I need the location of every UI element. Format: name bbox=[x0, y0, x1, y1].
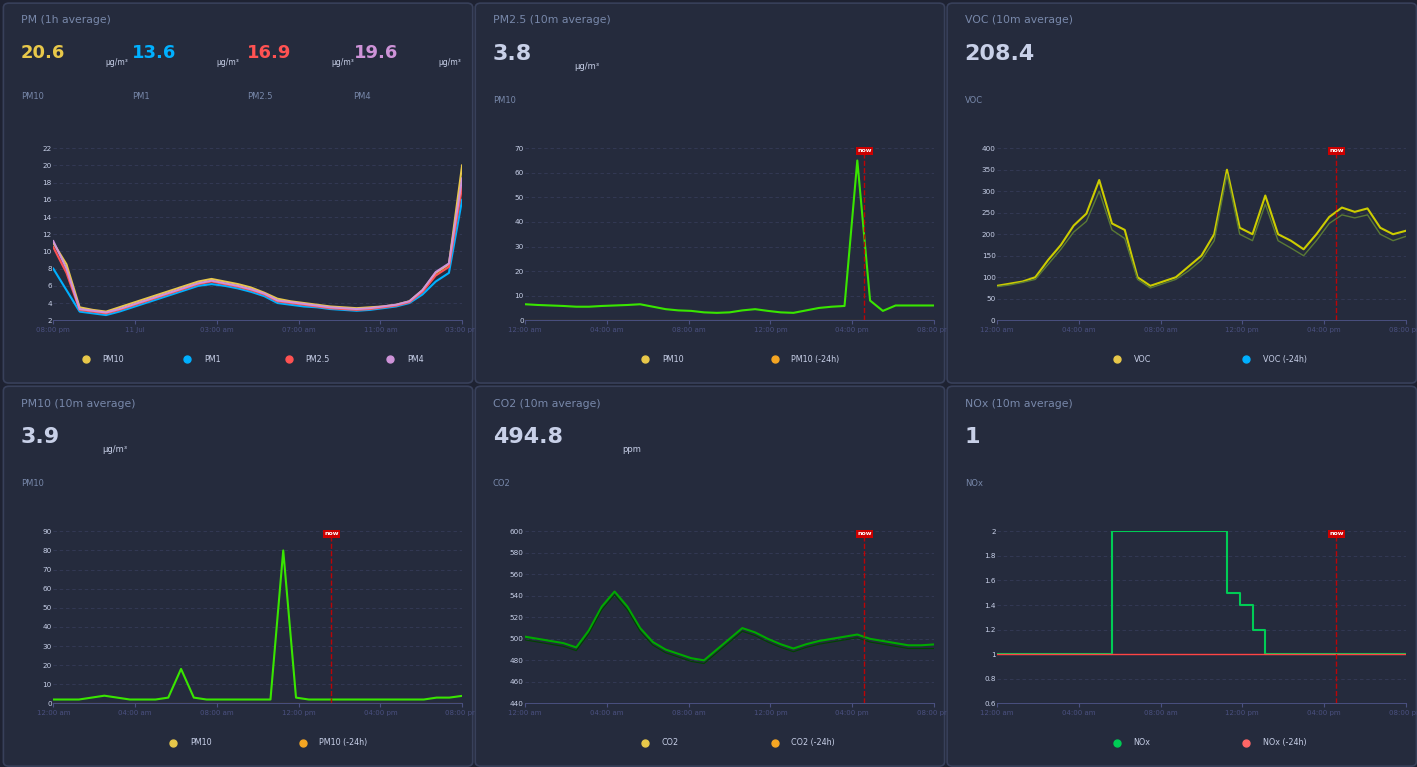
Text: PM10: PM10 bbox=[662, 355, 683, 364]
Text: PM1: PM1 bbox=[204, 355, 221, 364]
Text: CO2 (-24h): CO2 (-24h) bbox=[791, 738, 835, 747]
Text: 3.8: 3.8 bbox=[493, 44, 531, 64]
Text: VOC (10m average): VOC (10m average) bbox=[965, 15, 1073, 25]
Text: PM10 (10m average): PM10 (10m average) bbox=[21, 399, 136, 409]
Text: now: now bbox=[1329, 532, 1343, 536]
Text: now: now bbox=[1329, 148, 1343, 153]
Text: now: now bbox=[857, 148, 871, 153]
Text: PM10 (-24h): PM10 (-24h) bbox=[319, 738, 367, 747]
Text: PM4: PM4 bbox=[354, 92, 371, 101]
Text: NOx (-24h): NOx (-24h) bbox=[1263, 738, 1306, 747]
FancyBboxPatch shape bbox=[3, 387, 473, 766]
Text: PM10: PM10 bbox=[102, 355, 123, 364]
Text: PM10: PM10 bbox=[21, 92, 44, 101]
Text: 494.8: 494.8 bbox=[493, 426, 563, 446]
Text: PM (1h average): PM (1h average) bbox=[21, 15, 111, 25]
Text: PM1: PM1 bbox=[132, 92, 149, 101]
Text: VOC: VOC bbox=[1134, 355, 1151, 364]
FancyBboxPatch shape bbox=[3, 3, 473, 383]
Text: PM2.5: PM2.5 bbox=[248, 92, 273, 101]
Text: PM2.5: PM2.5 bbox=[306, 355, 330, 364]
FancyBboxPatch shape bbox=[475, 387, 945, 766]
Text: VOC (-24h): VOC (-24h) bbox=[1263, 355, 1306, 364]
Text: PM10: PM10 bbox=[21, 479, 44, 488]
Text: NOx: NOx bbox=[965, 479, 982, 488]
Text: now: now bbox=[324, 532, 339, 536]
Text: CO2: CO2 bbox=[493, 479, 510, 488]
Text: 1: 1 bbox=[965, 426, 981, 446]
Text: µg/m³: µg/m³ bbox=[102, 446, 128, 454]
FancyBboxPatch shape bbox=[475, 3, 945, 383]
FancyBboxPatch shape bbox=[947, 3, 1417, 383]
Text: 20.6: 20.6 bbox=[21, 44, 65, 61]
Text: VOC: VOC bbox=[965, 96, 983, 105]
Text: µg/m³: µg/m³ bbox=[332, 58, 354, 67]
Text: 13.6: 13.6 bbox=[132, 44, 176, 61]
Text: CO2 (10m average): CO2 (10m average) bbox=[493, 399, 601, 409]
Text: PM10: PM10 bbox=[190, 738, 211, 747]
Text: µg/m³: µg/m³ bbox=[217, 58, 239, 67]
Text: PM4: PM4 bbox=[407, 355, 424, 364]
Text: PM10 (-24h): PM10 (-24h) bbox=[791, 355, 839, 364]
FancyBboxPatch shape bbox=[947, 387, 1417, 766]
Text: 208.4: 208.4 bbox=[965, 44, 1034, 64]
Text: 16.9: 16.9 bbox=[248, 44, 292, 61]
Text: µg/m³: µg/m³ bbox=[574, 62, 599, 71]
Text: CO2: CO2 bbox=[662, 738, 679, 747]
Text: PM2.5 (10m average): PM2.5 (10m average) bbox=[493, 15, 611, 25]
Text: 3.9: 3.9 bbox=[21, 426, 60, 446]
Text: PM10: PM10 bbox=[493, 96, 516, 105]
Text: NOx: NOx bbox=[1134, 738, 1151, 747]
Text: µg/m³: µg/m³ bbox=[105, 58, 129, 67]
Text: ppm: ppm bbox=[622, 446, 640, 454]
Text: NOx (10m average): NOx (10m average) bbox=[965, 399, 1073, 409]
Text: µg/m³: µg/m³ bbox=[438, 58, 461, 67]
Text: 19.6: 19.6 bbox=[354, 44, 398, 61]
Text: now: now bbox=[857, 532, 871, 536]
